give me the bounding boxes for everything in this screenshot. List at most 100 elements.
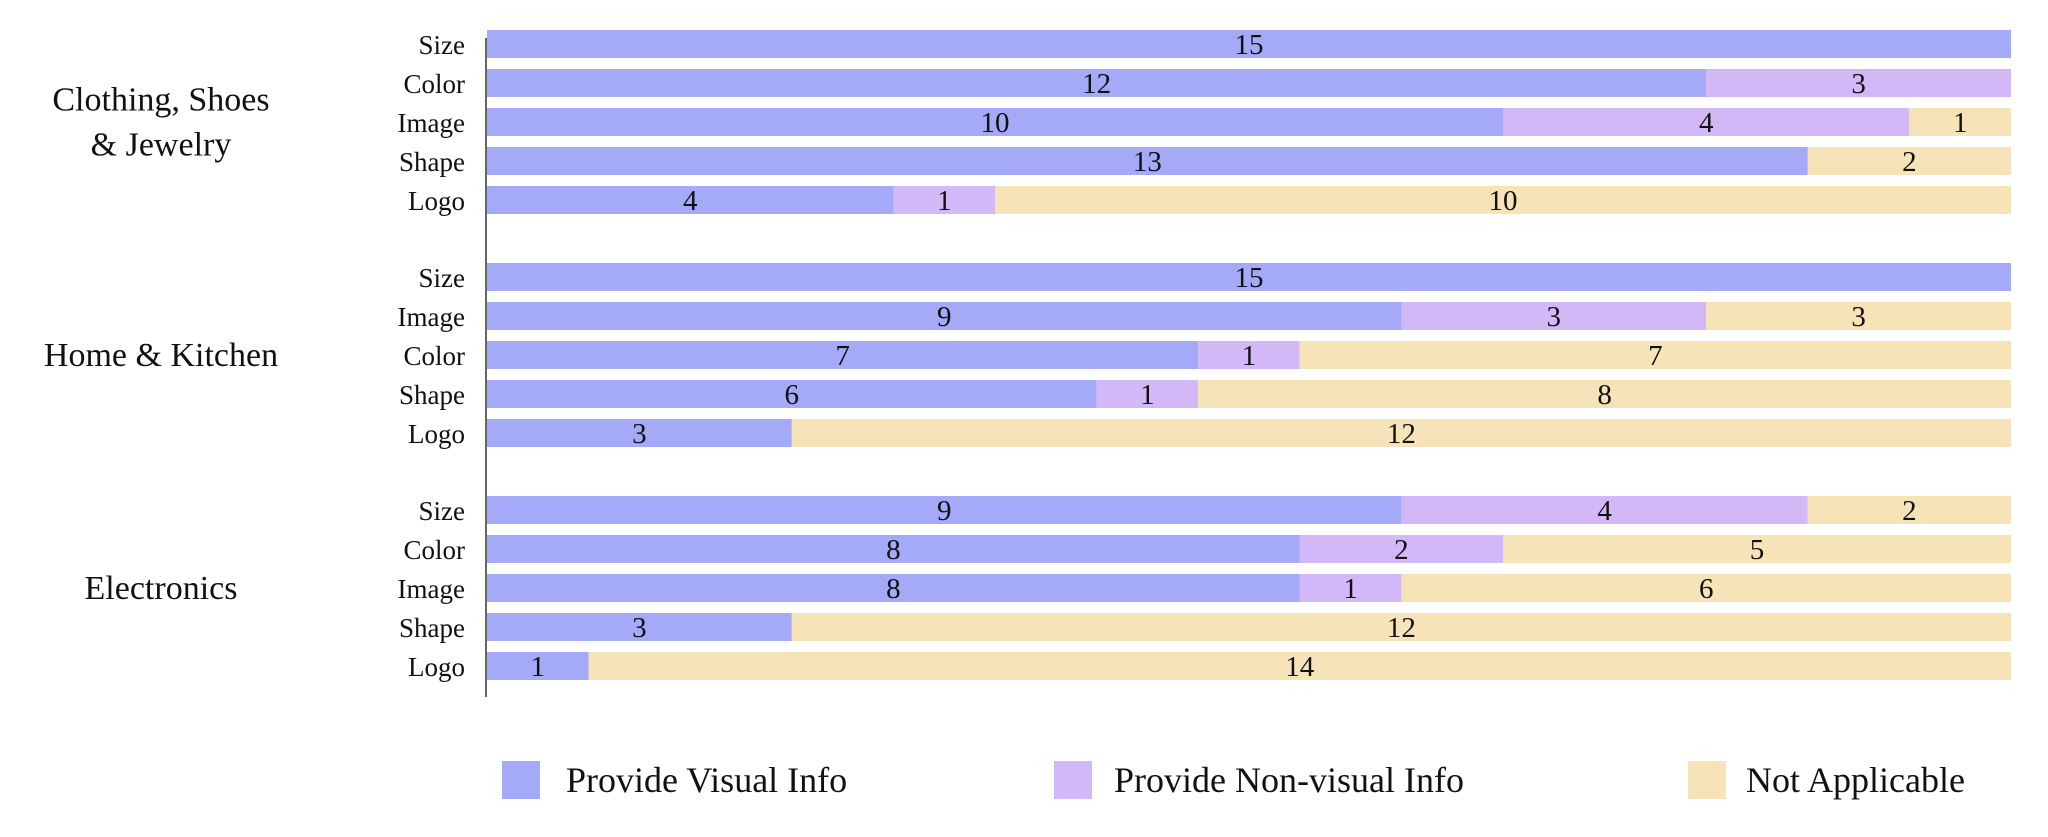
legend-swatch-na (1688, 761, 1726, 799)
group-label: Clothing, Shoes (52, 82, 269, 119)
bar-segment-na (995, 186, 2011, 214)
group-label: & Jewelry (91, 127, 232, 164)
row-label: Logo (408, 652, 465, 682)
bar-value-label: 6 (1699, 573, 1714, 605)
legend: Provide Visual Info Provide Non-visual In… (502, 760, 1965, 800)
bar-value-label: 2 (1902, 146, 1917, 178)
bar-value-label: 12 (1387, 612, 1416, 644)
bar-segment-nonvisual (1503, 108, 1910, 136)
group-label: Home & Kitchen (44, 337, 278, 374)
bar-segment-visual (487, 108, 1503, 136)
bar-value-label: 4 (1699, 107, 1714, 139)
bar-value-label: 3 (1547, 301, 1562, 333)
bar-value-label: 9 (937, 301, 952, 333)
bar-segment-visual (487, 147, 1808, 175)
bar-value-label: 4 (683, 185, 698, 217)
bar-segment-na (1503, 535, 2011, 563)
legend-swatch-nonvisual (1054, 761, 1092, 799)
bar-value-label: 15 (1235, 29, 1264, 61)
bar-segment-visual (487, 652, 589, 680)
bar-segment-na (791, 613, 2011, 641)
bar-value-label: 10 (981, 107, 1010, 139)
bar-value-label: 1 (531, 651, 546, 683)
bar-segment-nonvisual (1198, 341, 1300, 369)
bar-segment-visual (487, 302, 1402, 330)
row-label: Color (403, 341, 465, 371)
bar-value-label: 1 (1343, 573, 1358, 605)
row-label: Color (403, 535, 465, 565)
bar-value-label: 3 (632, 418, 647, 450)
bar-value-label: 2 (1394, 534, 1409, 566)
bar-value-label: 2 (1902, 495, 1917, 527)
row-label: Shape (399, 380, 465, 410)
bar-segment-visual (487, 496, 1402, 524)
bar-segment-visual (487, 263, 2011, 291)
bar-value-label: 8 (886, 534, 901, 566)
bar-segment-nonvisual (1096, 380, 1199, 408)
bar-value-label: 12 (1387, 418, 1416, 450)
bar-value-label: 9 (937, 495, 952, 527)
group-labels-layer: Clothing, Shoes & Jewelry Home & Kitchen El… (44, 82, 278, 608)
bar-value-label: 14 (1285, 651, 1315, 683)
bar-value-label: 3 (1851, 301, 1866, 333)
bar-segment-na (791, 419, 2011, 447)
bar-value-label: 7 (835, 340, 850, 372)
row-label: Color (403, 69, 465, 99)
bar-value-label: 13 (1133, 146, 1162, 178)
row-label: Size (419, 263, 466, 293)
bar-segment-na (1909, 108, 2011, 136)
bar-segment-nonvisual (893, 186, 995, 214)
bar-value-label: 1 (1140, 379, 1155, 411)
bar-segment-visual (487, 341, 1199, 369)
bar-segment-nonvisual (1299, 535, 1503, 563)
legend-label: Not Applicable (1746, 760, 1965, 800)
bar-value-label: 6 (785, 379, 800, 411)
bar-segment-visual (487, 186, 894, 214)
row-label: Logo (408, 186, 465, 216)
bar-segment-visual (487, 535, 1300, 563)
group-label: Electronics (85, 570, 238, 607)
bar-segment-nonvisual (1401, 302, 1707, 330)
bar-value-label: 12 (1082, 68, 1111, 100)
bar-value-label: 1 (937, 185, 952, 217)
bar-segment-visual (487, 419, 792, 447)
bar-value-label: 8 (886, 573, 901, 605)
legend-label: Provide Visual Info (566, 760, 847, 800)
bars-layer: 15 12 3 10 4 1 13 2 4 1 10 15 9 3 3 7 1 7 6 1 8 3 12 9 4 2 8 2 5 8 1 6 3… (487, 29, 2011, 683)
bar-value-label: 5 (1750, 534, 1765, 566)
bar-segment-na (1198, 380, 2011, 408)
bar-segment-na (1299, 341, 2011, 369)
bar-value-label: 15 (1235, 262, 1264, 294)
row-label: Image (398, 108, 465, 138)
bar-segment-na (1401, 574, 2011, 602)
bar-segment-visual (487, 380, 1097, 408)
bar-value-label: 1 (1242, 340, 1257, 372)
legend-swatch-visual (502, 761, 540, 799)
bar-segment-nonvisual (1706, 69, 2011, 97)
bar-segment-nonvisual (1401, 496, 1808, 524)
bar-segment-visual (487, 30, 2011, 58)
bar-segment-nonvisual (1299, 574, 1402, 602)
bar-segment-na (1807, 496, 2011, 524)
bar-segment-na (1706, 302, 2011, 330)
bar-segment-visual (487, 574, 1300, 602)
bar-segment-visual (487, 69, 1707, 97)
row-labels-layer: Size Color Image Shape Logo Size Image Color Sha… (398, 30, 465, 682)
bar-value-label: 4 (1597, 495, 1612, 527)
legend-label: Provide Non-visual Info (1114, 760, 1464, 800)
row-label: Size (419, 496, 466, 526)
bar-segment-na (1807, 147, 2011, 175)
bar-value-label: 1 (1953, 107, 1968, 139)
bar-value-label: 10 (1489, 185, 1518, 217)
row-label: Shape (399, 613, 465, 643)
bar-value-label: 3 (1851, 68, 1866, 100)
row-label: Size (419, 30, 466, 60)
bar-value-label: 8 (1597, 379, 1612, 411)
bar-value-label: 3 (632, 612, 647, 644)
row-label: Logo (408, 419, 465, 449)
bar-segment-visual (487, 613, 792, 641)
row-label: Image (398, 574, 465, 604)
row-label: Image (398, 302, 465, 332)
bar-segment-na (588, 652, 2011, 680)
